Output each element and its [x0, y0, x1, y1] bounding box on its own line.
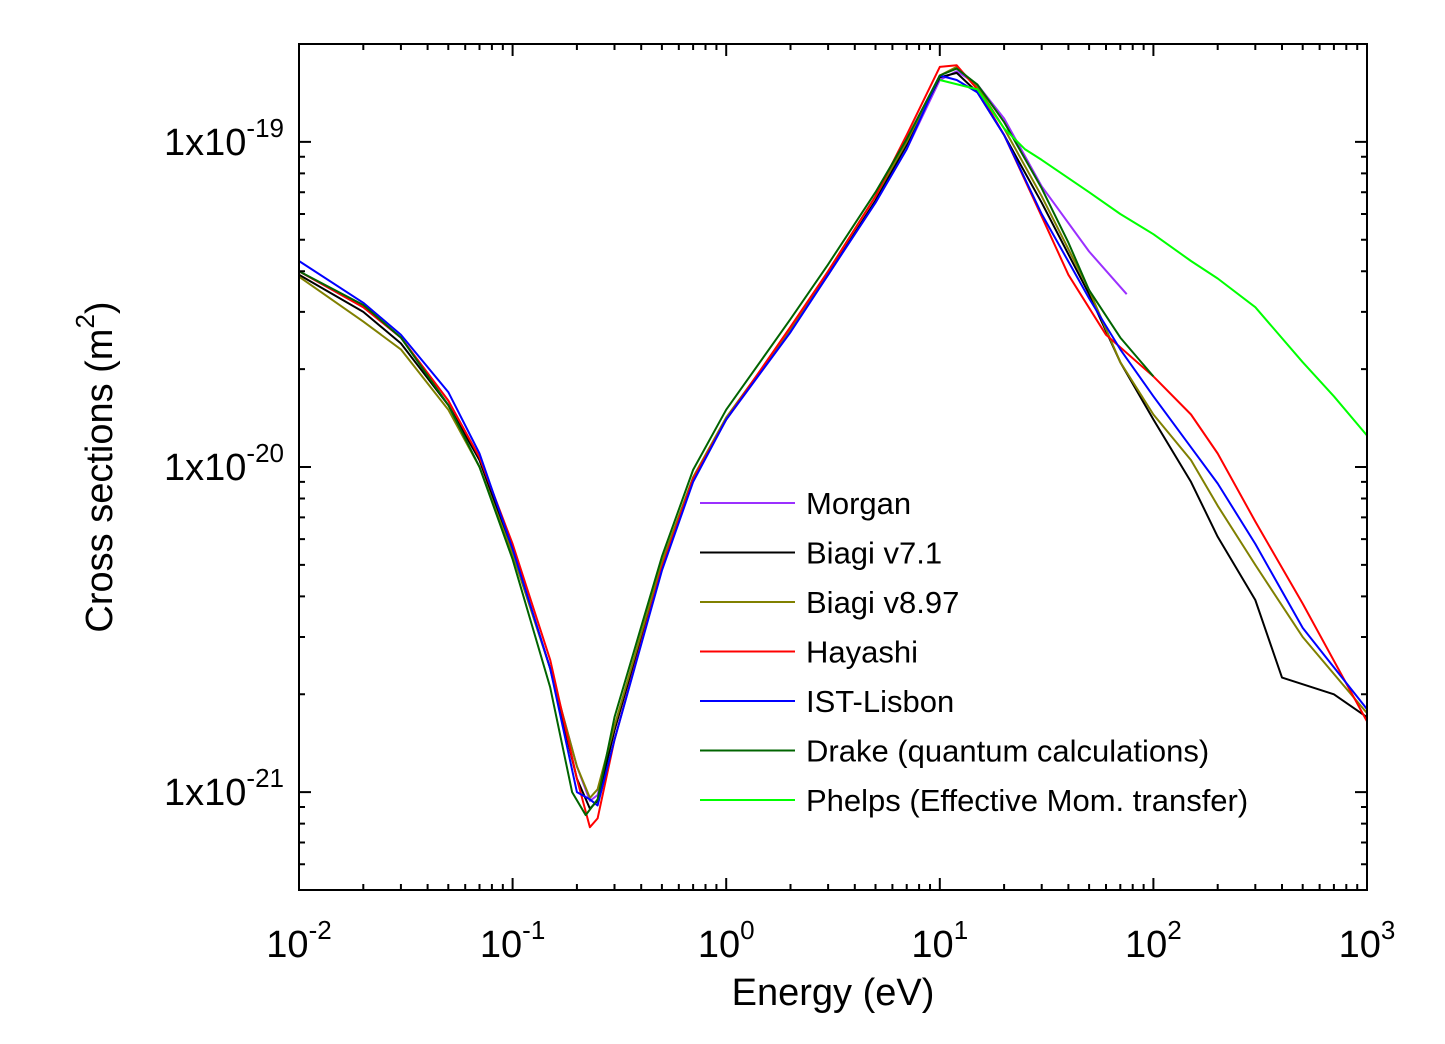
x-tick-label: 101 — [911, 915, 968, 966]
legend-label-4: IST-Lisbon — [806, 684, 954, 719]
legend-label-6: Phelps (Effective Mom. transfer) — [806, 783, 1248, 818]
series-layer — [298, 64, 1368, 829]
series-line-4 — [298, 74, 1368, 807]
series-line-5 — [298, 67, 1155, 817]
y-tick-label: 1x10-20 — [164, 438, 284, 489]
y-tick-label: 1x10-21 — [164, 763, 284, 814]
x-axis-title: Energy (eV) — [732, 972, 935, 1014]
x-tick-label: 102 — [1125, 915, 1182, 966]
legend-label-0: Morgan — [806, 486, 911, 521]
legend-label-2: Biagi v8.97 — [806, 585, 959, 620]
y-axis-title: Cross sections (m2) — [70, 301, 121, 632]
x-tick-label: 103 — [1339, 915, 1396, 966]
x-tick-label: 10-2 — [266, 915, 331, 966]
y-tick-label: 1x10-19 — [164, 113, 284, 164]
legend-label-3: Hayashi — [806, 635, 918, 670]
legend: Morgan Biagi v7.1 Biagi v8.97 Hayashi IST-Li… — [700, 486, 1248, 818]
tick-layer — [298, 43, 1368, 891]
legend-label-5: Drake (quantum calculations) — [806, 734, 1209, 769]
x-tick-label: 100 — [698, 915, 755, 966]
legend-label-1: Biagi v7.1 — [806, 536, 942, 571]
x-tick-label: 10-1 — [480, 915, 545, 966]
tick-label-layer: 10-2 10-1 100 101 102 103 1x10-21 1x10-20 1x10-1… — [164, 113, 1395, 966]
series-line-6 — [939, 79, 1368, 437]
